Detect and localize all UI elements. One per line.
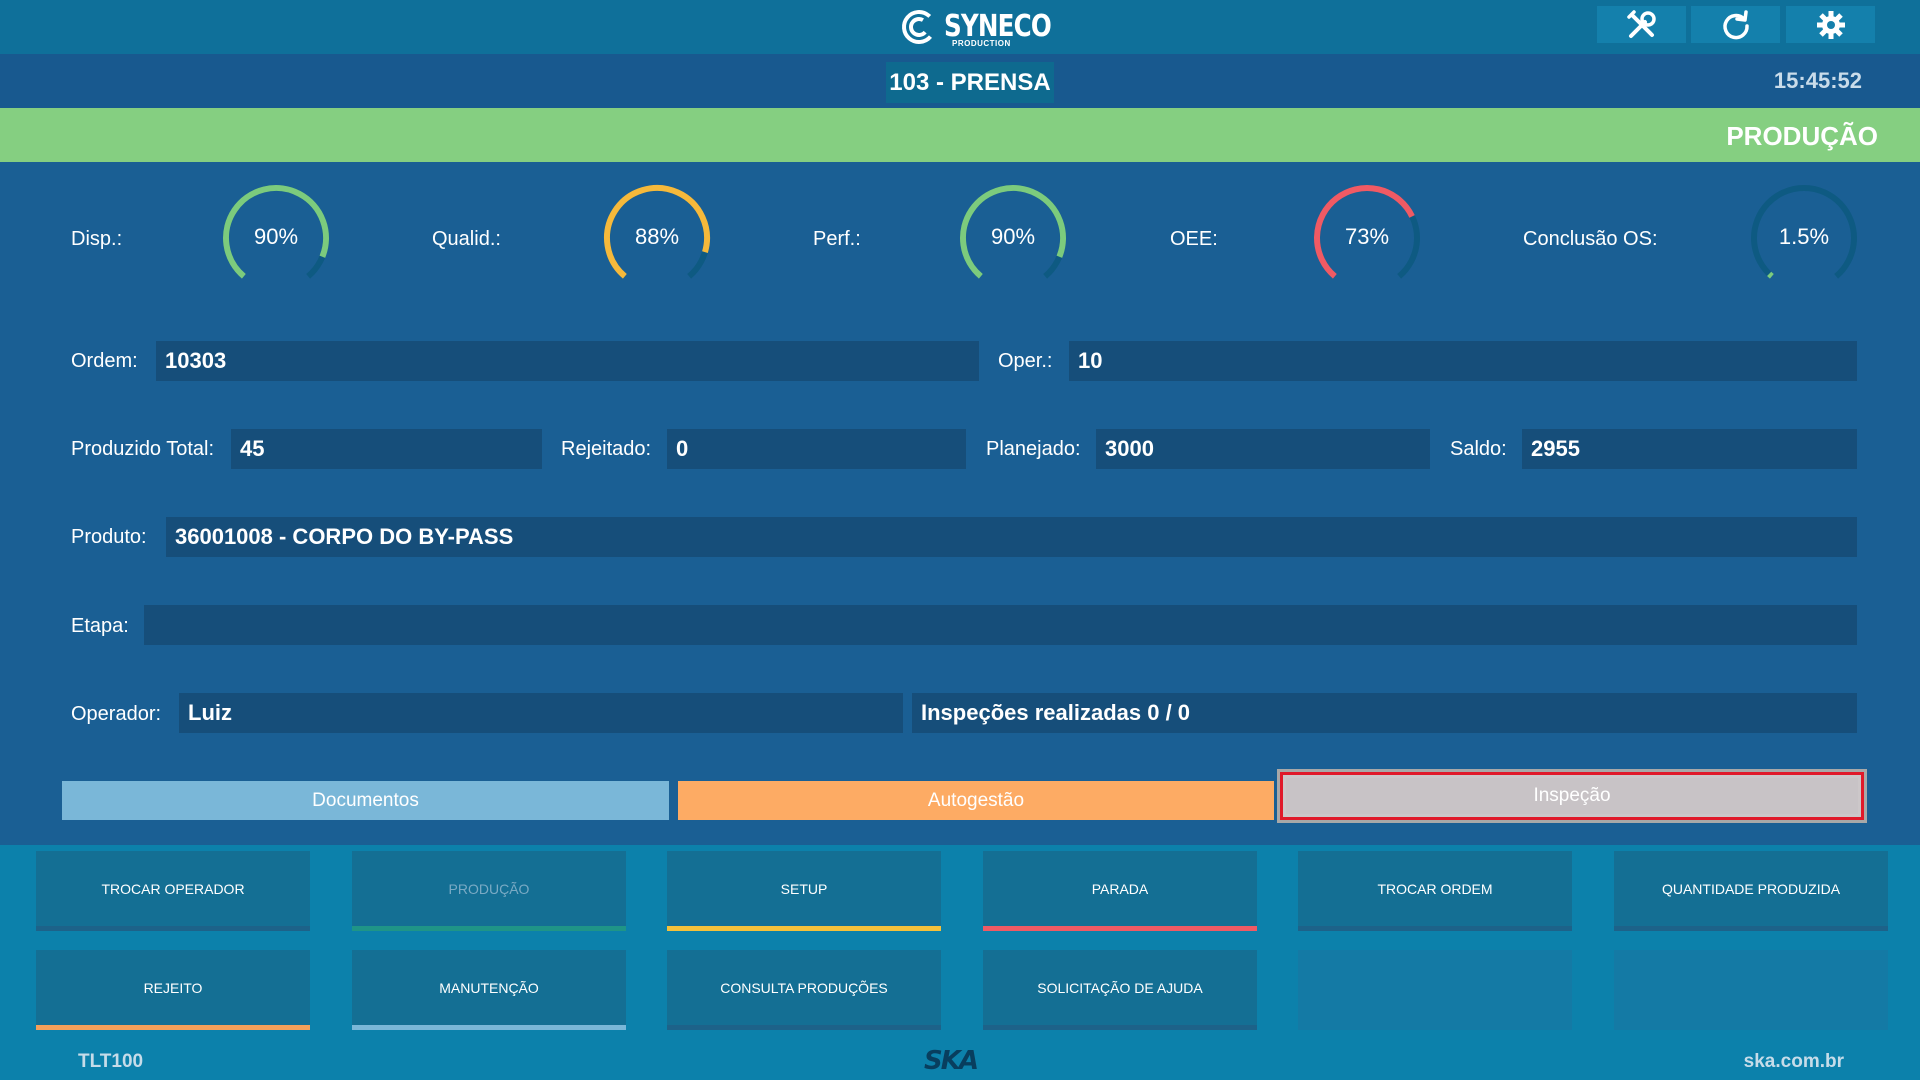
- gauge-label-perf: Perf.:: [813, 228, 861, 250]
- refresh-button[interactable]: [1691, 6, 1780, 43]
- inspecao-button[interactable]: Inspeção: [1277, 769, 1867, 823]
- planejado-field: 3000: [1096, 429, 1430, 469]
- produzido-field: 45: [231, 429, 542, 469]
- gauge-value-perf: 90%: [990, 224, 1036, 249]
- parada-button[interactable]: PARADA: [983, 851, 1257, 931]
- function-button-area: [0, 845, 1920, 1080]
- solicitacao-ajuda-button[interactable]: SOLICITAÇÃO DE AJUDA: [983, 950, 1257, 1030]
- gauge-label-conclusao: Conclusão OS:: [1523, 228, 1658, 250]
- saldo-label: Saldo:: [1450, 438, 1507, 460]
- logo-subtitle: PRODUCTION: [952, 39, 1011, 48]
- gauge-label-disp: Disp.:: [71, 228, 123, 250]
- planejado-label: Planejado:: [986, 438, 1081, 460]
- etapa-label: Etapa:: [71, 615, 129, 637]
- autogestao-button[interactable]: Autogestão: [678, 781, 1274, 820]
- documentos-button[interactable]: Documentos: [62, 781, 669, 820]
- gauge-oee: 73%: [1302, 178, 1432, 296]
- produto-label: Produto:: [71, 526, 147, 548]
- tools-icon: [1626, 9, 1656, 38]
- gauge-disp: 90%: [211, 178, 341, 296]
- produto-field: 36001008 - CORPO DO BY-PASS: [166, 517, 1857, 557]
- gauge-value-disp: 90%: [253, 224, 299, 249]
- syneco-logo: SYNECO PRODUCTION: [900, 6, 1074, 48]
- website-link[interactable]: ska.com.br: [1743, 1051, 1844, 1072]
- ska-logo: SKA: [924, 1046, 979, 1076]
- ordem-field: 10303: [156, 341, 979, 381]
- gauge-track: [1751, 185, 1857, 279]
- tools-button[interactable]: [1597, 6, 1686, 43]
- setup-button[interactable]: SETUP: [667, 851, 941, 931]
- oper-field: 10: [1069, 341, 1857, 381]
- gauge-fill: [960, 185, 1066, 279]
- settings-button[interactable]: [1786, 6, 1875, 43]
- status-bar: [0, 108, 1920, 162]
- gauge-value-qualid: 88%: [634, 224, 680, 249]
- quantidade-produzida-button[interactable]: QUANTIDADE PRODUZIDA: [1614, 851, 1888, 931]
- gauge-perf: 90%: [948, 178, 1078, 296]
- ordem-label: Ordem:: [71, 350, 138, 372]
- rejeitado-label: Rejeitado:: [561, 438, 652, 460]
- gauge-fill: [223, 185, 329, 279]
- etapa-field: [144, 605, 1857, 645]
- device-id: TLT100: [78, 1051, 144, 1072]
- refresh-icon: [1722, 9, 1749, 39]
- rejeitado-field: 0: [667, 429, 966, 469]
- gauge-value-oee: 73%: [1344, 224, 1390, 249]
- trocar-ordem-button[interactable]: TROCAR ORDEM: [1298, 851, 1572, 931]
- logo-text: SYNECO: [944, 9, 1052, 44]
- gauge-fill: [1767, 271, 1774, 279]
- oper-label: Oper.:: [998, 350, 1053, 372]
- manutencao-button[interactable]: MANUTENÇÃO: [352, 950, 626, 1030]
- inspecoes-field: Inspeções realizadas 0 / 0: [912, 693, 1857, 733]
- empty-tile: [1614, 950, 1888, 1030]
- saldo-field: 2955: [1522, 429, 1857, 469]
- gauge-fill: [604, 185, 710, 279]
- status-label: PRODUÇÃO: [1726, 121, 1878, 151]
- gauge-label-oee: OEE:: [1170, 228, 1218, 250]
- gauge-label-qualid: Qualid.:: [432, 228, 501, 250]
- gear-icon: [1816, 10, 1845, 39]
- machine-title: 103 - PRENSA: [886, 62, 1054, 103]
- gauge-value-conclusao: 1.5%: [1778, 224, 1830, 249]
- produzido-label: Produzido Total:: [71, 438, 215, 460]
- consulta-producoes-button[interactable]: CONSULTA PRODUÇÕES: [667, 950, 941, 1030]
- operador-label: Operador:: [71, 703, 162, 725]
- rejeito-button[interactable]: REJEITO: [36, 950, 310, 1030]
- operador-field: Luiz: [179, 693, 903, 733]
- gauge-conclusao: 1.5%: [1739, 178, 1869, 296]
- producao-button[interactable]: PRODUÇÃO: [352, 851, 626, 931]
- empty-tile: [1298, 950, 1572, 1030]
- syneco-logo-icon: [902, 10, 937, 44]
- gauge-fill: [1314, 185, 1415, 279]
- gauge-qualid: 88%: [592, 178, 722, 296]
- trocar-operador-button[interactable]: TROCAR OPERADOR: [36, 851, 310, 931]
- clock: 15:45:52: [1773, 68, 1862, 93]
